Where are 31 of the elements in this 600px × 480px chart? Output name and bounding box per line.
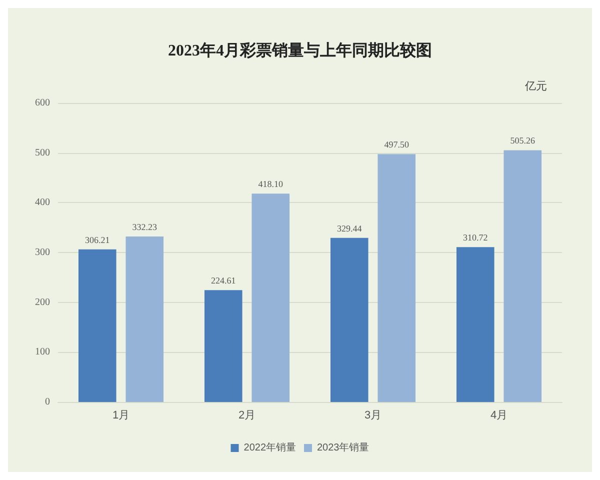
y-tick-label: 0 xyxy=(45,396,50,408)
data-label: 329.44 xyxy=(337,223,362,234)
data-label: 332.23 xyxy=(132,222,158,232)
bar xyxy=(204,290,242,402)
x-tick-label: 2月 xyxy=(238,410,256,422)
y-axis-title: 亿元 xyxy=(524,80,547,92)
data-label: 306.21 xyxy=(85,234,110,245)
y-tick-label: 400 xyxy=(35,197,50,208)
x-tick-label: 1月 xyxy=(112,410,130,422)
legend-label: 2022年销量 xyxy=(244,442,296,454)
bar xyxy=(330,238,368,402)
data-label: 224.61 xyxy=(211,276,236,286)
chart-title: 2023年4月彩票销量与上年同期比较图 xyxy=(168,42,432,60)
bar xyxy=(456,247,494,402)
y-tick-label: 300 xyxy=(35,247,50,258)
y-tick-label: 200 xyxy=(35,296,50,308)
bar xyxy=(378,154,416,402)
data-label: 505.26 xyxy=(510,136,536,146)
y-tick-label: 100 xyxy=(35,346,50,358)
x-tick-label: 4月 xyxy=(490,410,508,422)
data-label: 310.72 xyxy=(463,232,488,243)
legend-label: 2023年销量 xyxy=(317,442,370,454)
y-tick-label: 500 xyxy=(35,147,50,158)
data-label: 497.50 xyxy=(384,140,410,150)
bar xyxy=(504,150,542,402)
data-label: 418.10 xyxy=(258,179,284,190)
bar xyxy=(126,236,164,402)
x-tick-label: 3月 xyxy=(364,410,382,422)
y-tick-label: 600 xyxy=(35,98,50,108)
bar xyxy=(78,249,116,402)
bar xyxy=(252,194,290,402)
